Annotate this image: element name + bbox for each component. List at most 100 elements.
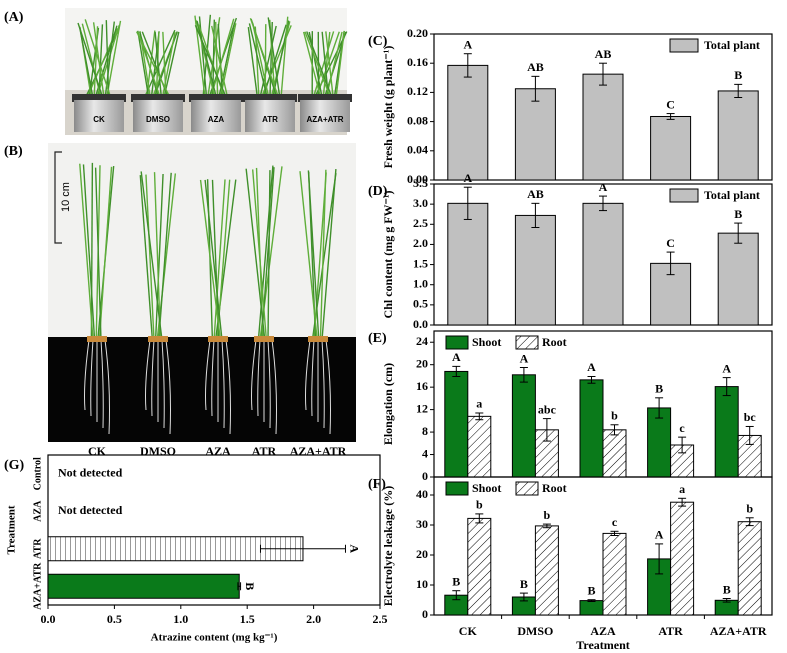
bar xyxy=(582,202,624,326)
significance-letter: AB xyxy=(527,187,544,201)
leaf-blade xyxy=(302,31,321,97)
leaf-blade xyxy=(94,167,102,341)
leaf-blade xyxy=(196,20,217,97)
leaf-blade xyxy=(299,171,318,341)
root xyxy=(325,339,331,435)
leaf-blade xyxy=(162,31,176,97)
legend-swatch xyxy=(515,335,539,350)
x-tick-label: 0.0 xyxy=(41,612,56,626)
leaf-blade xyxy=(197,24,225,97)
bar xyxy=(514,214,556,326)
significance-letter: B xyxy=(243,582,257,590)
leaf-blade xyxy=(245,168,266,341)
leaf-blade xyxy=(267,17,281,97)
y-axis-label: Treatment xyxy=(6,505,18,554)
pot-rim xyxy=(72,94,126,102)
bar xyxy=(650,115,692,181)
leaf-blade xyxy=(257,165,274,341)
y-tick-label: 0.12 xyxy=(407,84,428,98)
y-tick-label: 2.5 xyxy=(413,216,428,230)
legend-swatch xyxy=(445,335,469,350)
root xyxy=(205,339,211,411)
value-label: Not detected xyxy=(58,503,123,517)
significance-letter: C xyxy=(666,97,675,111)
significance-letter: a xyxy=(679,482,685,496)
significance-letter: C xyxy=(666,236,675,250)
legend-label: Total plant xyxy=(704,38,760,52)
leaf-blade xyxy=(280,16,289,97)
x-tick-label: ATR xyxy=(658,624,683,638)
pot-rim xyxy=(131,94,185,102)
leaf-blade xyxy=(267,170,271,341)
root xyxy=(104,339,110,435)
y-axis-label: Fresh weight (g plant⁻¹) xyxy=(381,46,395,169)
leaf-blade xyxy=(213,179,226,341)
significance-letter: B xyxy=(734,207,742,221)
y-tick-label: 12 xyxy=(416,401,428,415)
significance-letter: c xyxy=(612,515,618,529)
y-tick-label: 0.08 xyxy=(407,113,428,127)
legend-label: Total plant xyxy=(704,188,760,202)
leaf-blade xyxy=(249,18,279,97)
leaf-blade xyxy=(154,173,164,341)
photo-b xyxy=(48,143,356,442)
root xyxy=(311,339,315,417)
y-tick-label: 4 xyxy=(422,446,428,460)
y-tick-label: 20 xyxy=(416,356,428,370)
leaf-blade xyxy=(84,19,111,97)
y-tick-label: 0.16 xyxy=(407,55,428,69)
leaf-blade xyxy=(194,24,227,97)
root xyxy=(100,339,104,429)
legend-swatch xyxy=(445,481,469,496)
pot xyxy=(74,100,124,132)
y-tick-label: 10 xyxy=(416,577,428,591)
bar xyxy=(670,501,695,616)
panel-label: (D) xyxy=(368,184,388,199)
legend-swatch xyxy=(515,481,539,496)
bar xyxy=(602,429,627,478)
y-tick-label: 16 xyxy=(416,379,428,393)
treatment-label: DMSO xyxy=(140,444,176,458)
significance-letter: abc xyxy=(538,402,557,416)
y-tick-label: 0.0 xyxy=(413,317,428,331)
leaf-blade xyxy=(82,164,96,341)
leaf-blade xyxy=(77,22,103,97)
leaf-blade xyxy=(198,16,208,97)
leaf-blade xyxy=(194,15,206,97)
y-tick-label: 0.04 xyxy=(407,143,428,157)
seed xyxy=(87,336,107,342)
seed xyxy=(208,336,228,342)
significance-letter: bc xyxy=(744,410,757,424)
significance-letter: A xyxy=(722,361,731,375)
significance-letter: b xyxy=(544,508,551,522)
treatment-label: ATR xyxy=(252,444,277,458)
bar xyxy=(444,370,469,478)
seed xyxy=(148,336,168,342)
y-tick-label: 1.0 xyxy=(413,276,428,290)
x-tick-label: 2.5 xyxy=(373,612,388,626)
leaf-blade xyxy=(319,169,327,341)
leaf-blade xyxy=(335,30,346,97)
significance-letter: B xyxy=(520,577,528,591)
leaf-blade xyxy=(313,31,335,97)
y-tick-label: 30 xyxy=(416,517,428,531)
significance-letter: B xyxy=(587,583,595,597)
significance-letter: A xyxy=(452,350,461,364)
root xyxy=(321,339,325,429)
y-tick-label: 24 xyxy=(416,334,428,348)
significance-letter: B xyxy=(734,68,742,82)
pot xyxy=(245,100,295,132)
pot-rim xyxy=(243,94,297,102)
bar xyxy=(511,374,536,478)
scale-bar xyxy=(54,151,62,244)
x-tick-label: 0.5 xyxy=(107,612,122,626)
root xyxy=(257,339,261,417)
significance-letter: AB xyxy=(595,47,612,61)
leaf-blade xyxy=(307,170,320,341)
significance-letter: B xyxy=(655,382,663,396)
bar xyxy=(579,379,604,478)
leaf-blade xyxy=(325,31,334,97)
pot-rim xyxy=(298,94,352,102)
y-tick-label: 8 xyxy=(422,424,428,438)
root xyxy=(305,339,311,411)
